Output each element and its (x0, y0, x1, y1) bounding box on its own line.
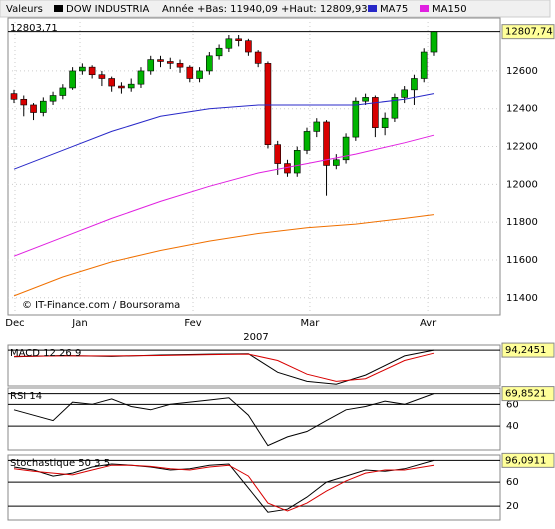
candle-body (352, 100, 360, 138)
last-value-box (501, 342, 555, 358)
candle-body (10, 93, 18, 100)
candle-body (235, 38, 242, 41)
candle-body (98, 74, 106, 79)
candle-body (313, 121, 321, 132)
candle-body (254, 51, 262, 64)
candle-body (323, 121, 330, 166)
legend-swatch (420, 5, 429, 12)
candle-body (411, 78, 418, 91)
legend-swatch (368, 5, 377, 12)
candle-body (333, 159, 340, 166)
source: © IT-Finance.com / Boursorama (22, 300, 180, 311)
panel-title: RSI 14 (10, 391, 42, 402)
candle-body (372, 97, 379, 128)
candle-body (206, 55, 213, 72)
candle-body (401, 89, 408, 98)
subtitle: Année +Bas: 11940,09 +Haut: 12809,93 (162, 3, 368, 15)
candle-body (284, 163, 291, 174)
legend-label: MA75 (380, 4, 408, 15)
y-tick-label: 11800 (506, 217, 538, 228)
panel-title: MACD 12 26 9 (10, 348, 81, 359)
legend-label: MA150 (432, 4, 467, 15)
candle-body (137, 70, 145, 85)
candle-body (39, 100, 47, 113)
candle-body (30, 104, 37, 113)
candle-body (381, 117, 389, 128)
last-value-box (501, 452, 555, 468)
candle-body (430, 31, 438, 53)
y-tick-label: 11400 (506, 293, 538, 304)
candle-body (127, 83, 135, 89)
candle-body (196, 70, 203, 79)
candle-body (176, 63, 184, 68)
panel-frame (7, 454, 501, 521)
panel-title: Stochastique 50 3 5 (10, 458, 110, 469)
last-value-label: 96,0911 (505, 455, 546, 466)
x-tick-label: Mar (300, 318, 320, 329)
last-value-box (501, 386, 555, 402)
y-tick-label: 12200 (506, 142, 538, 153)
y-tick-label: 60 (506, 399, 519, 410)
series-line (13, 352, 435, 382)
series-line (13, 393, 435, 447)
candle-body (186, 66, 194, 79)
annotation: 12803,71 (10, 23, 58, 34)
y-tick-label: 60 (506, 477, 519, 488)
last-value-label: 94,2451 (505, 345, 546, 356)
last-value-label: 12807,74 (505, 27, 553, 38)
series-line (13, 214, 435, 297)
candle-body (303, 131, 311, 151)
candle-body (166, 61, 174, 64)
candle-body (79, 66, 86, 72)
legend-title: Valeurs (6, 4, 43, 15)
candle-body (264, 63, 272, 145)
candle-body (157, 59, 164, 62)
y-tick-label: 20 (506, 501, 519, 512)
candle-body (108, 78, 115, 87)
y-tick-label: 12400 (506, 104, 538, 115)
candle-body (245, 40, 252, 53)
series-line (13, 93, 435, 170)
series-line (13, 459, 435, 513)
candle-body (274, 144, 282, 164)
candle-body (420, 51, 428, 79)
panel-frame (7, 387, 501, 451)
x-tick-label: Dec (5, 318, 24, 329)
y-tick-label: 12000 (506, 179, 538, 190)
legend-label: DOW INDUSTRIA (66, 4, 149, 15)
candle-body (20, 98, 28, 106)
candle-body (215, 47, 223, 57)
y-tick-label: 40 (506, 421, 519, 432)
last-value-box (501, 24, 555, 40)
candle-body (391, 97, 399, 119)
legend-swatch (54, 5, 63, 12)
x-tick-label: Fev (184, 318, 201, 329)
series-line (13, 464, 435, 512)
candle-body (147, 59, 155, 72)
x-axis-label: 2007 (243, 332, 268, 343)
y-tick-label: 11600 (506, 255, 538, 266)
candle-body (118, 85, 125, 89)
y-tick-label: 12600 (506, 66, 538, 77)
x-tick-label: Avr (420, 318, 437, 329)
last-value-label: 69,8521 (505, 389, 546, 400)
legend-bar (0, 0, 551, 18)
candle-body (49, 95, 57, 102)
candle-body (342, 136, 350, 161)
x-tick-label: Jan (71, 318, 87, 329)
candle-body (88, 66, 96, 76)
candle-body (69, 70, 76, 89)
panel-frame (7, 344, 501, 387)
candle-body (225, 38, 233, 49)
series-line (13, 134, 435, 257)
candle-body (362, 97, 369, 102)
candle-body (293, 150, 301, 174)
candle-body (59, 87, 67, 96)
